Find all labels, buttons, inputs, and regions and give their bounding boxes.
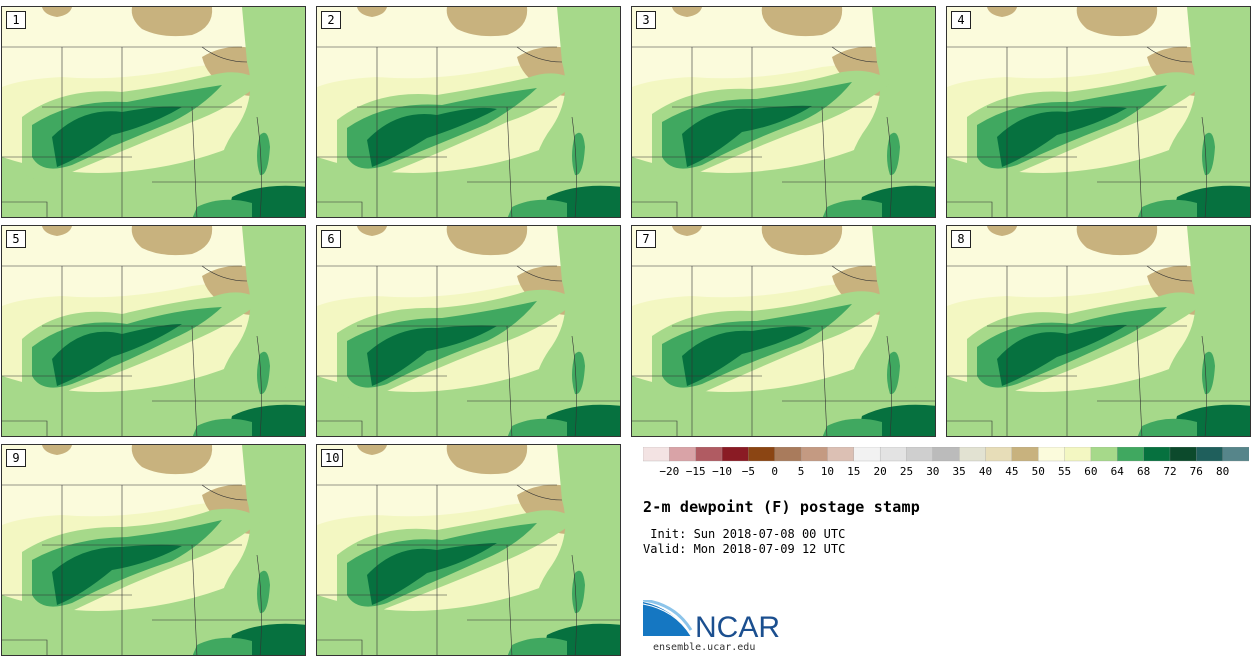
colorbar-swatch [1222, 447, 1249, 462]
colorbar-swatch [1011, 447, 1039, 462]
colorbar-tick-label: 15 [847, 465, 861, 478]
colorbar-swatch [721, 447, 750, 462]
stamp-panel: 8 [946, 225, 1251, 437]
colorbar-tick-label: −5 [741, 465, 756, 478]
colorbar-swatch [959, 447, 987, 462]
colorbar-tick-label: 40 [978, 465, 993, 478]
logo-url: ensemble.ucar.edu [653, 642, 756, 653]
colorbar-tick-label: −20 [659, 465, 680, 478]
ncar-logo: NCAR [643, 600, 780, 642]
stamp-member-label: 10 [321, 449, 344, 467]
stamp-member-label: 6 [321, 230, 341, 248]
chart-title: 2-m dewpoint (F) postage stamp [643, 498, 920, 516]
colorbar-tick-label: 55 [1057, 465, 1072, 478]
colorbar-tick-label: 45 [1005, 465, 1019, 478]
colorbar-tick-label: −15 [685, 465, 706, 478]
stamp-panel: 5 [1, 225, 306, 437]
stamp-member-label: 1 [6, 11, 26, 29]
stamp-member-label: 3 [636, 11, 656, 29]
colorbar-swatch [906, 447, 934, 462]
colorbar-swatch [669, 447, 697, 462]
colorbar-tick-label: 25 [899, 465, 914, 478]
stamp-member-label: 7 [636, 230, 656, 248]
colorbar-tick-label: 64 [1110, 465, 1124, 478]
stamp-member-label: 2 [321, 11, 341, 29]
colorbar-swatch [800, 447, 829, 462]
colorbar-tick-label: 5 [797, 465, 805, 478]
colorbar-tick-label: 35 [952, 465, 966, 478]
colorbar-swatch [1169, 447, 1197, 462]
colorbar-swatch [695, 447, 723, 462]
valid-time: Valid: Mon 2018-07-09 12 UTC [643, 542, 846, 556]
stamp-member-label: 9 [6, 449, 26, 467]
colorbar-swatch [1143, 447, 1171, 462]
colorbar-tick-label: −10 [712, 465, 732, 478]
stamp-panel: 10 [316, 444, 621, 656]
colorbar-swatch [985, 447, 1013, 462]
colorbar-tick-label: 72 [1163, 465, 1177, 478]
colorbar-tick-label: 68 [1136, 465, 1151, 478]
colorbar-swatch [1038, 447, 1066, 462]
colorbar-swatch [827, 447, 855, 462]
stamp-panel: 7 [631, 225, 936, 437]
colorbar-swatch [853, 447, 881, 462]
colorbar-tick-label: 60 [1084, 465, 1098, 478]
colorbar-tick-label: 50 [1031, 465, 1045, 478]
stamp-panel: 9 [1, 444, 306, 656]
colorbar-tick-label: 80 [1216, 465, 1230, 478]
colorbar-tick-label: 76 [1189, 465, 1203, 478]
stamp-member-label: 8 [951, 230, 971, 248]
stamp-member-label: 5 [6, 230, 26, 248]
stamp-panel: 2 [316, 6, 621, 218]
colorbar-swatch [774, 447, 802, 462]
colorbar-tick-label: 0 [771, 465, 779, 478]
colorbar-swatch [1064, 447, 1092, 462]
colorbar [643, 447, 1249, 462]
colorbar-swatch [1090, 447, 1118, 462]
colorbar-swatch [643, 447, 670, 462]
colorbar-swatch [1117, 447, 1145, 462]
colorbar-swatch [1196, 447, 1224, 462]
colorbar-tick-label: 30 [926, 465, 940, 478]
init-time: Init: Sun 2018-07-08 00 UTC [643, 527, 846, 541]
stamp-panel: 6 [316, 225, 621, 437]
stamp-member-label: 4 [951, 11, 971, 29]
colorbar-swatch [879, 447, 908, 462]
colorbar-swatch [932, 447, 960, 462]
ncar-logo-text: NCAR [695, 611, 780, 642]
stamp-panel: 3 [631, 6, 936, 218]
colorbar-tick-label: 20 [873, 465, 887, 478]
stamp-panel: 1 [1, 6, 306, 218]
colorbar-tick-label: 10 [820, 465, 835, 478]
colorbar-swatch [748, 447, 776, 462]
stamp-panel: 4 [946, 6, 1251, 218]
colorbar-tick-labels: −20 −15 −10 −5 0 5 10 15 20 25 30 35 40 45 50 55 60 64 68 7… [630, 465, 1250, 481]
